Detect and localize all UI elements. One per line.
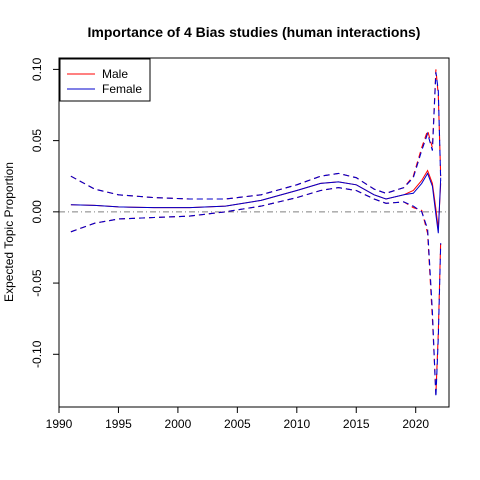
- x-axis: 1990 1995 2000 2005 2010 2015 2020: [46, 406, 429, 431]
- x-tick-label: 1990: [46, 417, 73, 431]
- y-tick-label: 0.10: [30, 57, 44, 81]
- series-layer: [70, 69, 442, 398]
- chart-title: Importance of 4 Bias studies (human inte…: [88, 24, 421, 40]
- x-tick-label: 2015: [343, 417, 370, 431]
- female-upper-ci-line: [70, 72, 442, 200]
- y-axis: -0.10 -0.05 0.00 0.05 0.10: [30, 57, 60, 368]
- x-tick-label: 2020: [402, 417, 429, 431]
- legend-female-label: Female: [102, 82, 142, 96]
- y-tick-label: -0.10: [30, 340, 44, 368]
- male-mean-line: [70, 169, 442, 229]
- x-tick-label: 2010: [283, 417, 310, 431]
- y-tick-label: 0.00: [30, 200, 44, 224]
- female-lower-ci-line: [70, 187, 442, 398]
- x-tick-label: 1995: [105, 417, 132, 431]
- female-mean-line: [70, 172, 442, 234]
- legend-box: [59, 58, 151, 102]
- x-tick-label: 2005: [224, 417, 251, 431]
- x-tick-label: 2000: [165, 417, 192, 431]
- legend: Male Female: [59, 58, 151, 102]
- y-tick-label: -0.05: [30, 269, 44, 297]
- y-tick-label: 0.05: [30, 129, 44, 153]
- y-axis-label: Expected Topic Proportion: [2, 162, 16, 302]
- plot-frame: [58, 57, 450, 408]
- legend-male-label: Male: [102, 67, 128, 81]
- male-lower-ci-line: [70, 187, 442, 395]
